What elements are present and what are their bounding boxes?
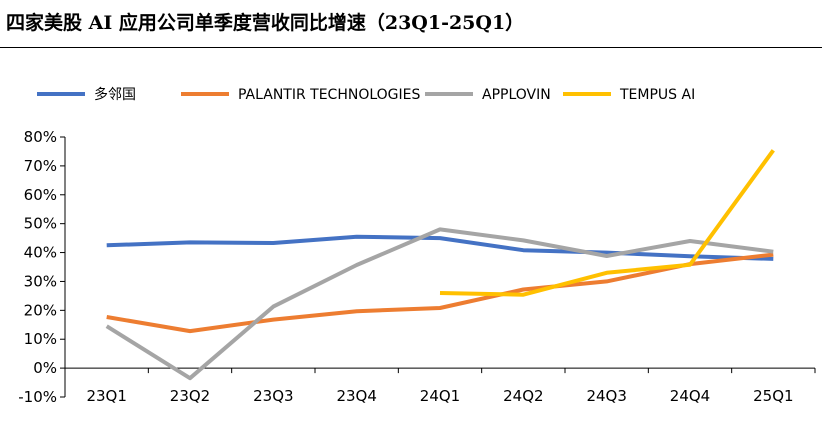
x-tick-labels: 23Q1 23Q2 23Q3 23Q4 24Q1 24Q2 24Q3 24Q4 25Q1 — [86, 387, 793, 405]
y-tick-labels: -10% 0% 10% 20% 30% 40% 50% 60% 70% 80% — [18, 128, 57, 406]
x-tick-label: 23Q3 — [253, 387, 293, 405]
chart-axes — [60, 136, 816, 398]
legend-label: 多邻国 — [94, 86, 136, 103]
y-tick-label: -10% — [18, 388, 57, 406]
y-tick-label: 30% — [24, 272, 57, 290]
y-tick-label: 20% — [24, 301, 57, 319]
legend-label: PALANTIR TECHNOLOGIES — [238, 87, 420, 103]
legend-label: TEMPUS AI — [619, 87, 695, 103]
series-line — [106, 252, 774, 334]
x-tick-label: 24Q3 — [586, 387, 626, 405]
y-tick-label: 60% — [24, 186, 57, 204]
x-tick-label: 24Q2 — [503, 387, 543, 405]
x-tick-label: 24Q1 — [420, 387, 460, 405]
x-tick-label: 23Q2 — [170, 387, 210, 405]
y-tick-label: 50% — [24, 215, 57, 233]
x-tick-label: 23Q4 — [336, 387, 376, 405]
y-tick-label: 10% — [24, 330, 57, 348]
x-tick-label: 25Q1 — [753, 387, 793, 405]
series-line — [106, 234, 774, 261]
y-tick-label: 0% — [33, 359, 57, 377]
legend-label: APPLOVIN — [482, 87, 551, 103]
page-title: 四家美股 AI 应用公司单季度营收同比增速（23Q1-25Q1） — [6, 12, 525, 34]
x-tick-label: 23Q1 — [86, 387, 126, 405]
series-line — [105, 227, 774, 381]
chart-series — [105, 149, 775, 381]
series-line — [439, 149, 775, 297]
y-tick-label: 70% — [24, 157, 57, 175]
y-tick-label: 80% — [24, 128, 57, 146]
chart-legend: 多邻国 PALANTIR TECHNOLOGIES APPLOVIN TEMPUS A… — [37, 86, 695, 103]
x-tick-label: 24Q4 — [670, 387, 710, 405]
y-tick-label: 40% — [24, 244, 57, 262]
title-divider — [0, 47, 822, 48]
